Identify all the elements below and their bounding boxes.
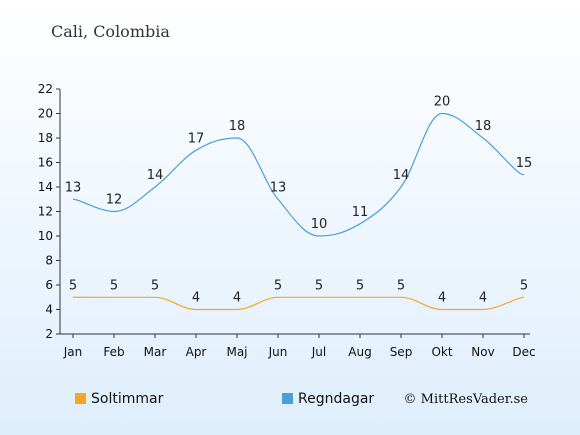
series-layer: 5 5 5 4 4 5 5 5 5 4 4 5 13 12 14 17 18 13 10 11 14 20 18 15 (65, 95, 533, 311)
y-tick-label: 10 (38, 229, 53, 243)
data-label: 5 (151, 278, 159, 293)
legend-swatch (282, 393, 293, 404)
y-tick-label: 4 (45, 303, 53, 317)
x-tick-label: Feb (103, 345, 124, 359)
x-tick-label: Nov (471, 345, 494, 359)
data-label: 13 (65, 180, 82, 195)
data-label: 5 (520, 278, 528, 293)
data-label: 5 (110, 278, 118, 293)
data-label: 4 (192, 291, 200, 306)
y-tick-label: 2 (45, 327, 53, 341)
data-label: 10 (311, 217, 328, 232)
series-regndagar: 13 12 14 17 18 13 10 11 14 20 18 15 (65, 95, 533, 237)
chart-title: Cali, Colombia (51, 22, 170, 41)
y-tick-label: 14 (38, 180, 53, 194)
series-line (72, 112, 525, 237)
data-label: 4 (438, 291, 446, 306)
x-tick-label: Jul (311, 345, 326, 359)
y-tick-label: 22 (38, 82, 53, 96)
x-tick-label: Aug (348, 345, 371, 359)
x-tick-label: Mar (144, 345, 167, 359)
x-tick-label: Jan (63, 345, 83, 359)
x-tick-label: Jun (268, 345, 288, 359)
data-label: 5 (69, 278, 77, 293)
data-label: 18 (475, 119, 492, 134)
x-tick-label: Maj (226, 345, 247, 359)
data-label: 5 (315, 278, 323, 293)
y-tick-label: 18 (38, 131, 53, 145)
y-tick-label: 12 (38, 205, 53, 219)
legend-swatch (75, 393, 86, 404)
data-label: 17 (188, 131, 205, 146)
data-label: 11 (352, 205, 369, 220)
legend-label: Regndagar (298, 391, 374, 407)
data-label: 5 (397, 278, 405, 293)
data-label: 13 (270, 180, 287, 195)
x-tick-label: Dec (512, 345, 535, 359)
x-tick-label: Apr (186, 345, 207, 359)
series-line (72, 296, 525, 311)
credit-text: © MittResVader.se (404, 392, 529, 407)
data-label: 20 (434, 95, 451, 110)
x-tick-label: Sep (390, 345, 413, 359)
x-tick-label: Okt (431, 345, 452, 359)
data-label: 4 (479, 291, 487, 306)
legend: Soltimmar Regndagar (75, 391, 374, 407)
data-label: 4 (233, 291, 241, 306)
legend-label: Soltimmar (91, 391, 164, 407)
data-label: 12 (106, 193, 123, 208)
y-tick-label: 6 (45, 278, 53, 292)
y-tick-label: 20 (38, 107, 53, 121)
data-label: 18 (229, 119, 246, 134)
series-soltimmar: 5 5 5 4 4 5 5 5 5 4 4 5 (69, 278, 528, 311)
data-label: 15 (516, 156, 533, 171)
data-label: 5 (356, 278, 364, 293)
data-label: 14 (393, 168, 410, 183)
data-label: 14 (147, 168, 164, 183)
axes: 2 4 6 8 10 12 14 16 18 20 22 Jan Feb Mar Apr Maj Jun Jul A… (38, 82, 536, 359)
y-tick-label: 16 (38, 156, 53, 170)
y-tick-label: 8 (45, 254, 53, 268)
data-label: 5 (274, 278, 282, 293)
